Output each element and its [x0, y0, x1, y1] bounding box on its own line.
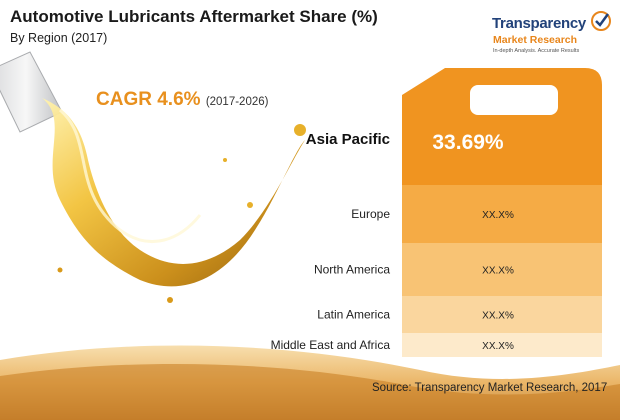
- category-label-latin-america: Latin America: [317, 308, 390, 322]
- brand-subname: Market Research: [493, 34, 578, 46]
- oil-splash-illustration: [0, 51, 306, 303]
- category-label-north-america: North America: [314, 263, 390, 277]
- source-note: Source: Transparency Market Research, 20…: [372, 382, 608, 394]
- cagr-period: (2017-2026): [205, 96, 269, 108]
- cagr-value: CAGR 4.6%: [96, 89, 201, 110]
- bar-group: Asia Pacific 33.69% Europe XX.X% North Ameri…: [271, 115, 602, 357]
- value-label-asia-pacific: 33.69%: [432, 131, 504, 154]
- chart-title: Automotive Lubricants Aftermarket Share …: [10, 7, 378, 26]
- category-label-europe: Europe: [351, 207, 390, 221]
- category-label-asia-pacific: Asia Pacific: [306, 131, 390, 148]
- bar-north-america: [402, 243, 602, 296]
- brand-logo: Transparency Market Research In-depth An…: [492, 10, 612, 70]
- brand-tagline: In-depth Analysis. Accurate Results: [493, 48, 580, 54]
- value-label-middle-east-and-africa: XX.X%: [482, 341, 514, 352]
- category-label-middle-east-and-africa: Middle East and Africa: [271, 338, 391, 352]
- value-label-latin-america: XX.X%: [482, 311, 514, 322]
- checkmark-icon: [591, 11, 611, 31]
- bar-europe: [402, 185, 602, 243]
- bar-latin-america: [402, 296, 602, 333]
- bar-asia-pacific: [402, 115, 602, 185]
- chart-subtitle: By Region (2017): [10, 31, 108, 45]
- value-label-north-america: XX.X%: [482, 266, 514, 277]
- oil-wave-background: [0, 345, 620, 420]
- value-label-europe: XX.X%: [482, 210, 514, 221]
- cagr-annotation: CAGR 4.6% (2017-2026): [96, 89, 268, 111]
- brand-name: Transparency: [492, 15, 586, 32]
- bar-middle-east-and-africa: [402, 333, 602, 357]
